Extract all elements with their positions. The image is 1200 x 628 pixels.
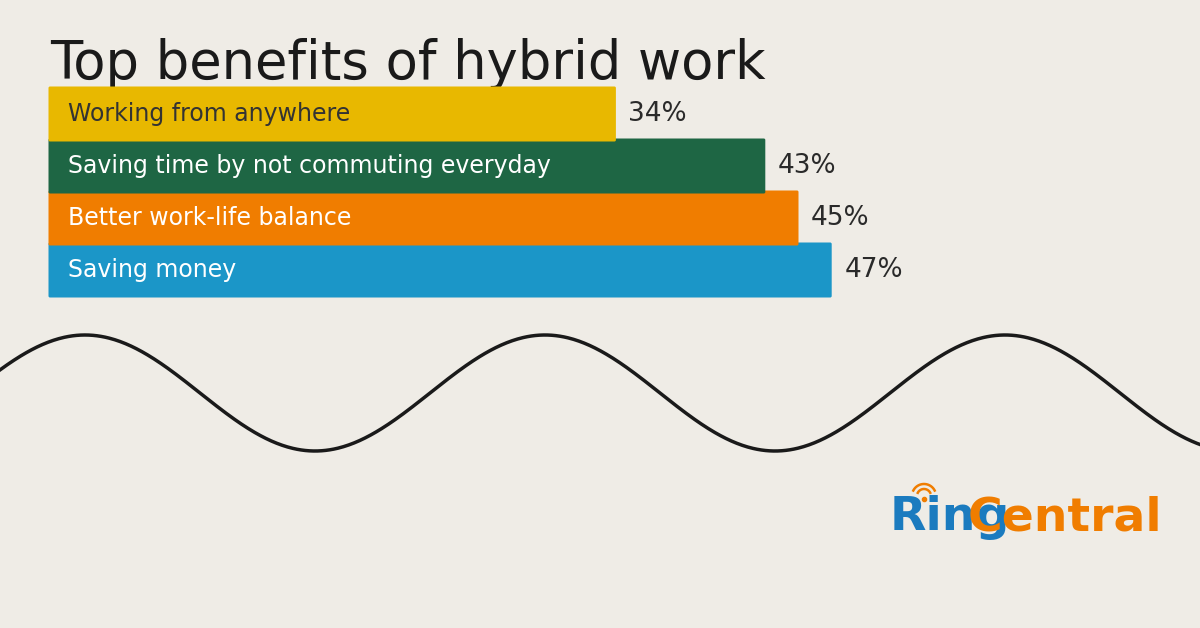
Text: Saving time by not commuting everyday: Saving time by not commuting everyday [68,154,551,178]
Text: 47%: 47% [845,257,902,283]
Text: Top benefits of hybrid work: Top benefits of hybrid work [50,38,766,90]
FancyBboxPatch shape [48,87,616,141]
FancyBboxPatch shape [48,190,798,246]
FancyBboxPatch shape [48,242,832,298]
Text: 34%: 34% [629,101,688,127]
Text: Ring: Ring [890,495,1010,541]
Text: Saving money: Saving money [68,258,236,282]
Text: Better work-life balance: Better work-life balance [68,206,352,230]
FancyBboxPatch shape [48,139,766,193]
Text: Working from anywhere: Working from anywhere [68,102,350,126]
Text: 43%: 43% [778,153,836,179]
Text: 45%: 45% [811,205,870,231]
Text: Central: Central [968,495,1163,541]
